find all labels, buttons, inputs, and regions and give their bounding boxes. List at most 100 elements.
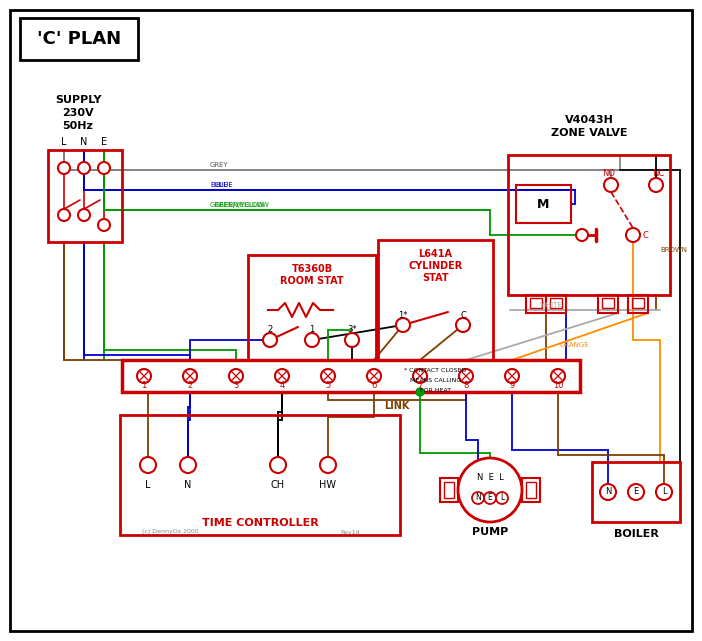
Text: L: L: [500, 494, 504, 503]
Bar: [20, 18, 138, 60]
Bar: [444, 482, 454, 498]
Text: NO: NO: [602, 169, 616, 178]
Bar: [602, 298, 614, 308]
Text: HW: HW: [319, 480, 336, 490]
Bar: [632, 298, 644, 308]
Bar: [530, 298, 542, 308]
Text: 3*: 3*: [347, 326, 357, 335]
Circle shape: [413, 369, 427, 383]
Bar: [628, 295, 648, 313]
Text: ZONE VALVE: ZONE VALVE: [551, 128, 628, 138]
Text: LINK: LINK: [384, 401, 410, 411]
Text: GREEN/YELLOW: GREEN/YELLOW: [215, 202, 270, 208]
Circle shape: [140, 457, 156, 473]
Circle shape: [576, 229, 588, 241]
Bar: [120, 415, 400, 535]
Circle shape: [275, 369, 289, 383]
Bar: [592, 462, 680, 522]
Circle shape: [656, 484, 672, 500]
Text: L641A: L641A: [418, 249, 453, 259]
Circle shape: [456, 318, 470, 332]
Text: BOILER: BOILER: [614, 529, 658, 539]
Text: N: N: [605, 488, 611, 497]
Text: N  E  L: N E L: [477, 474, 503, 483]
Text: 1: 1: [310, 326, 314, 335]
Bar: [522, 478, 540, 502]
Text: Rev1d: Rev1d: [340, 529, 359, 535]
Text: BLUE: BLUE: [215, 182, 233, 188]
Bar: [526, 482, 536, 498]
Text: 3: 3: [233, 381, 239, 390]
Circle shape: [604, 178, 618, 192]
Text: CH: CH: [271, 480, 285, 490]
Circle shape: [78, 209, 90, 221]
Circle shape: [496, 492, 508, 504]
Text: 230V: 230V: [62, 108, 94, 118]
Text: NC: NC: [652, 169, 664, 178]
Text: T6360B: T6360B: [291, 264, 333, 274]
Bar: [378, 240, 493, 360]
Bar: [516, 185, 571, 223]
Text: L: L: [145, 480, 151, 490]
Text: 2: 2: [187, 381, 192, 390]
Text: L: L: [662, 488, 666, 497]
Text: 7: 7: [417, 381, 423, 390]
Text: MEANS CALLING: MEANS CALLING: [410, 378, 461, 383]
Text: TIME CONTROLLER: TIME CONTROLLER: [201, 518, 319, 528]
Circle shape: [321, 369, 335, 383]
Text: E: E: [633, 488, 639, 497]
Text: 1: 1: [141, 381, 147, 390]
Text: 8: 8: [463, 381, 469, 390]
Text: (c) DennyOz 2000: (c) DennyOz 2000: [142, 529, 198, 535]
Circle shape: [229, 369, 243, 383]
Circle shape: [628, 484, 644, 500]
Text: 9: 9: [510, 381, 515, 390]
Text: 6: 6: [371, 381, 377, 390]
Circle shape: [305, 333, 319, 347]
Text: * CONTACT CLOSED: * CONTACT CLOSED: [404, 367, 467, 372]
Text: V4043H: V4043H: [564, 115, 614, 125]
Text: E: E: [101, 137, 107, 147]
Circle shape: [484, 492, 496, 504]
Bar: [48, 150, 122, 242]
Text: M: M: [537, 197, 549, 210]
Circle shape: [472, 492, 484, 504]
Circle shape: [263, 333, 277, 347]
Bar: [248, 255, 376, 360]
Circle shape: [551, 369, 565, 383]
Circle shape: [416, 388, 424, 396]
Circle shape: [345, 333, 359, 347]
Text: N: N: [475, 494, 481, 503]
Circle shape: [396, 318, 410, 332]
Text: SUPPLY: SUPPLY: [55, 95, 101, 105]
Circle shape: [98, 162, 110, 174]
Text: 50Hz: 50Hz: [62, 121, 93, 131]
Circle shape: [320, 457, 336, 473]
Text: BLUE: BLUE: [210, 182, 227, 188]
Circle shape: [180, 457, 196, 473]
Bar: [598, 295, 618, 313]
Text: E: E: [488, 494, 492, 503]
Text: GREEN/YELLOW: GREEN/YELLOW: [210, 202, 265, 208]
Text: CYLINDER: CYLINDER: [409, 261, 463, 271]
Text: GREY: GREY: [210, 162, 229, 168]
Text: L: L: [61, 137, 67, 147]
Text: WHITE: WHITE: [540, 302, 563, 308]
Circle shape: [626, 228, 640, 242]
Text: 1*: 1*: [398, 310, 408, 319]
Text: STAT: STAT: [422, 273, 449, 283]
Circle shape: [367, 369, 381, 383]
Text: GREY: GREY: [210, 162, 229, 168]
Text: 2: 2: [267, 326, 272, 335]
Circle shape: [600, 484, 616, 500]
Text: FOR HEAT: FOR HEAT: [420, 388, 451, 392]
Circle shape: [183, 369, 197, 383]
Circle shape: [58, 209, 70, 221]
Circle shape: [137, 369, 151, 383]
Text: 4: 4: [279, 381, 284, 390]
Bar: [508, 155, 670, 295]
Circle shape: [459, 369, 473, 383]
Bar: [550, 298, 562, 308]
Text: C: C: [460, 310, 466, 319]
Text: PUMP: PUMP: [472, 527, 508, 537]
